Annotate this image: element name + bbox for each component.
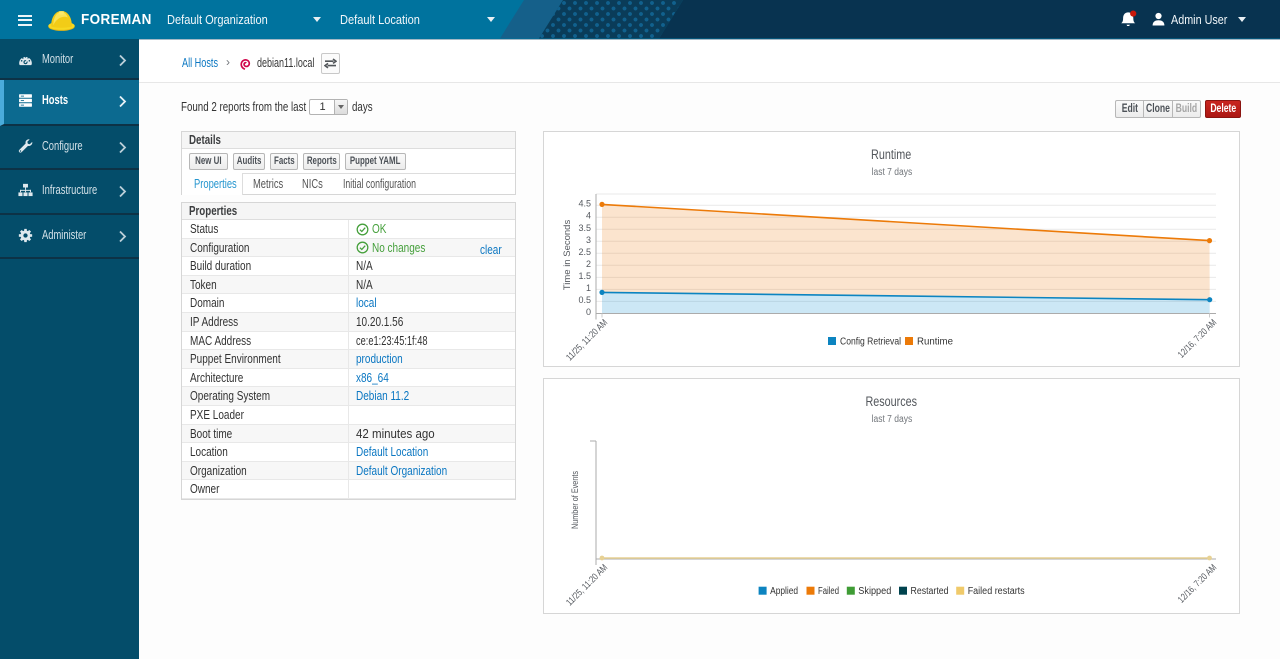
svg-text:2: 2	[586, 259, 591, 269]
svg-text:Config Retrieval: Config Retrieval	[840, 337, 901, 348]
svg-text:11/25, 11:20 AM: 11/25, 11:20 AM	[564, 562, 610, 608]
svg-text:12/16, 7:20 AM: 12/16, 7:20 AM	[1176, 317, 1219, 360]
svg-text:Restarted: Restarted	[911, 586, 949, 597]
svg-text:4: 4	[586, 211, 591, 221]
svg-text:Time in Seconds: Time in Seconds	[562, 220, 573, 291]
svg-text:4.5: 4.5	[578, 199, 591, 209]
svg-text:1.5: 1.5	[578, 271, 591, 281]
svg-text:Number of Events: Number of Events	[570, 471, 581, 529]
svg-text:0: 0	[586, 307, 591, 317]
svg-text:11/25, 11:20 AM: 11/25, 11:20 AM	[564, 317, 610, 363]
svg-text:3.5: 3.5	[578, 223, 591, 233]
svg-text:Failed restarts: Failed restarts	[968, 586, 1025, 597]
svg-text:1: 1	[586, 283, 591, 293]
svg-text:Runtime: Runtime	[917, 337, 953, 348]
svg-text:Applied: Applied	[770, 586, 798, 597]
svg-text:2.5: 2.5	[578, 247, 591, 257]
svg-text:Failed: Failed	[818, 586, 839, 597]
svg-text:3: 3	[586, 235, 591, 245]
svg-text:0.5: 0.5	[578, 295, 591, 305]
svg-text:Skipped: Skipped	[858, 586, 891, 597]
svg-text:12/16, 7:20 AM: 12/16, 7:20 AM	[1176, 562, 1219, 605]
